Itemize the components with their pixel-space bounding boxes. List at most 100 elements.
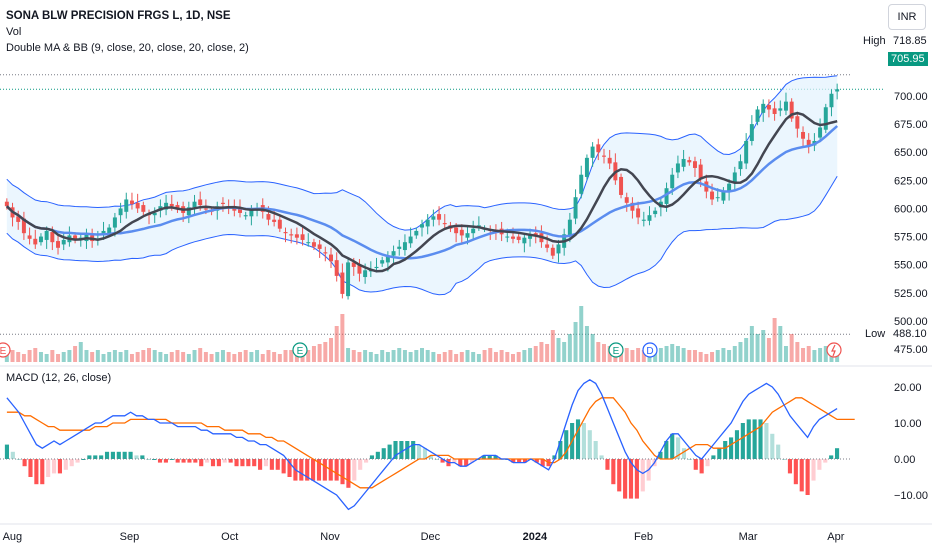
macd-histogram-bar [340, 459, 345, 485]
volume-bar [33, 348, 38, 362]
volume-bar [505, 352, 510, 362]
macd-histogram-bar [517, 459, 522, 463]
volume-bar [56, 354, 61, 362]
volume-bar [78, 342, 83, 362]
macd-histogram-bar [664, 441, 669, 459]
volume-bar [374, 354, 379, 362]
volume-bar [766, 338, 771, 362]
macd-histogram-bar [575, 419, 581, 459]
bb-fill [6, 75, 838, 295]
candle-body [692, 161, 697, 168]
candle-body [641, 219, 646, 221]
macd-histogram-bar [605, 459, 610, 470]
candle-body [590, 146, 595, 158]
macd-histogram-bar [116, 451, 121, 459]
macd-histogram-bar [352, 459, 357, 481]
volume-bar [448, 350, 453, 362]
grid: 700.00 675.00 650.00 625.00 600.00 575.00 550.… [0, 74, 932, 543]
volume-bar [192, 350, 197, 362]
macd-histogram-bar [205, 459, 210, 463]
candle-body [357, 264, 362, 274]
volume-bar [755, 334, 760, 362]
candle-body [601, 155, 606, 157]
volume-bar [482, 350, 487, 362]
volume-bar [459, 352, 464, 362]
price-tick-label: 600.00 [894, 203, 928, 215]
lightning-icon [831, 344, 836, 357]
currency-button[interactable]: INR [888, 4, 926, 30]
volume-bar [402, 350, 407, 362]
volume-bar [732, 346, 737, 362]
candle-body [437, 214, 442, 220]
volume-bar [641, 350, 646, 362]
candle-body [675, 163, 680, 173]
candle-body [27, 235, 32, 239]
volume-bar [266, 350, 271, 362]
macd-histogram-bar [776, 444, 781, 459]
candle-body [374, 266, 379, 269]
volume-bar [158, 352, 163, 362]
price-tick-label: 575.00 [894, 232, 928, 244]
macd-histogram-bar [611, 459, 616, 485]
candle-body [44, 230, 49, 240]
volume-bar [727, 350, 732, 362]
candle-body [721, 190, 726, 201]
candle-body [141, 205, 146, 212]
volume-bar [203, 352, 208, 362]
candle-body [596, 144, 601, 153]
macd-histogram-bar [493, 455, 498, 459]
macd-histogram-bar [40, 459, 45, 485]
time-tick-label: 2024 [523, 531, 548, 543]
candle-body [300, 234, 305, 240]
candle-body [522, 237, 527, 244]
event-marker-label: E [0, 346, 7, 357]
macd-histogram-bar [281, 459, 286, 474]
macd-histogram-bar [640, 459, 645, 492]
candle-body [340, 272, 345, 294]
macd-histogram-bar [157, 459, 163, 463]
volume-bar [363, 350, 368, 362]
candle-body [306, 242, 311, 244]
candle-body [346, 262, 351, 297]
macd-histogram-bar [51, 459, 57, 474]
symbol-title: SONA BLW PRECISION FRGS L, 1D, NSE [6, 10, 231, 22]
macd-histogram-bar [617, 459, 622, 492]
volume-bar [294, 352, 299, 362]
macd-histogram-bar [670, 433, 675, 459]
macd-histogram-bar [434, 459, 439, 460]
macd-histogram-bar [723, 441, 728, 459]
macd-histogram-bar [634, 459, 639, 499]
candle-body [283, 232, 288, 234]
volume-bar [664, 346, 669, 362]
macd-histogram-bar [734, 430, 740, 459]
volume-bar [152, 350, 157, 362]
volume-bar [226, 352, 231, 362]
macd-tick-label: 0.00 [894, 454, 915, 466]
macd-histogram-bar [375, 451, 380, 459]
candle-body [545, 244, 550, 248]
candle-body [624, 197, 629, 203]
macd-histogram-bar [681, 448, 687, 459]
price-tick-label: 675.00 [894, 119, 928, 131]
candle-body [511, 236, 515, 239]
event-marker-circle [0, 342, 11, 358]
macd-histogram-bar [364, 459, 369, 463]
candle-body [311, 242, 316, 247]
volume-bar [67, 350, 72, 362]
macd-histogram-bar [10, 451, 15, 459]
macd-histogram-bar [811, 459, 816, 481]
candle-body [186, 207, 191, 216]
macd-tick-label: −10.00 [894, 490, 928, 502]
candle-body [169, 203, 174, 207]
candle-body [761, 103, 766, 113]
macd-histogram-bar [399, 441, 404, 459]
volume-bar [442, 352, 447, 362]
volume-bar [147, 348, 152, 362]
macd-histogram-bar [623, 459, 628, 499]
macd-histogram-bar [81, 459, 86, 460]
volume-label: Vol [6, 26, 22, 38]
candle-body [573, 197, 578, 219]
volume-bar [238, 352, 243, 362]
volume-bar [806, 346, 811, 362]
